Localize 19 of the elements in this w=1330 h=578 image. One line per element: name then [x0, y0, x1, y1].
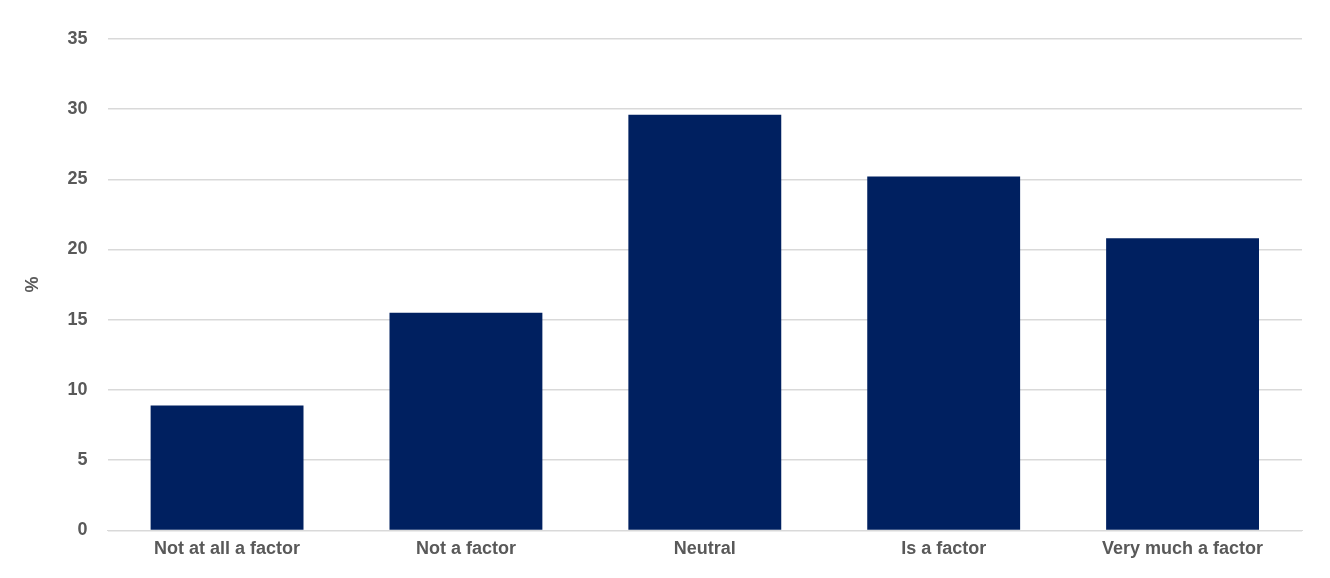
y-tick-label: 5 — [77, 449, 88, 470]
bar — [389, 312, 543, 530]
y-tick-label: 35 — [67, 27, 88, 48]
x-tick-label: Is a factor — [901, 538, 987, 559]
y-tick-label: 10 — [67, 378, 88, 399]
x-tick-label: Not a factor — [415, 538, 516, 559]
y-axis-title: % — [21, 276, 42, 293]
x-tick-label: Not at all a factor — [154, 538, 301, 559]
y-tick-label: 25 — [67, 168, 88, 189]
x-tick-label: Very much a factor — [1102, 538, 1264, 559]
bar — [150, 405, 304, 530]
y-tick-label: 20 — [67, 238, 88, 259]
bar — [867, 176, 1021, 530]
bar — [1106, 238, 1259, 530]
y-tick-label: 0 — [77, 519, 88, 540]
y-tick-label: 30 — [67, 98, 88, 118]
bar — [628, 114, 782, 530]
x-tick-label: Neutral — [673, 538, 736, 559]
y-tick-label: 15 — [67, 308, 88, 329]
